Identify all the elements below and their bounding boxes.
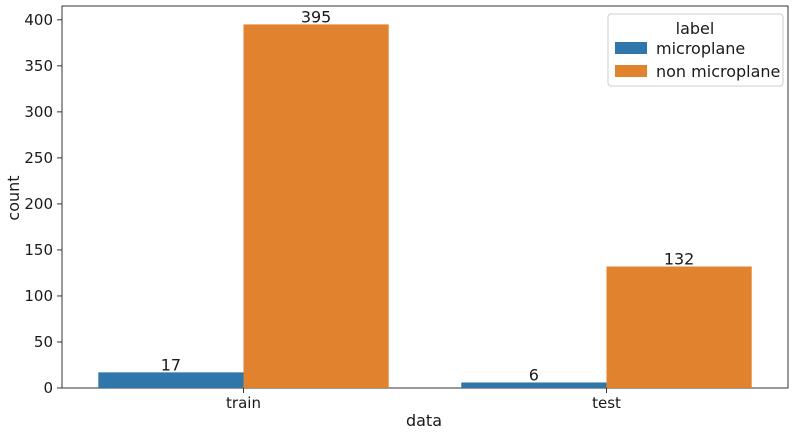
y-tick-label: 50 (34, 333, 53, 351)
legend-label-microplane: microplane (656, 39, 745, 58)
bars (98, 24, 752, 389)
y-tick-label: 300 (24, 103, 53, 121)
y-tick-label: 350 (24, 57, 53, 75)
y-axis: 0 50 100 150 200 250 300 350 400 (24, 11, 62, 397)
y-tick-label: 100 (24, 287, 53, 305)
bar-value-label: 6 (529, 365, 539, 384)
legend-title: label (676, 19, 715, 38)
y-tick-label: 150 (24, 241, 53, 259)
y-tick-label: 200 (24, 195, 53, 213)
legend-swatch-non-microplane (615, 65, 647, 77)
plot-area (61, 5, 789, 389)
y-tick-label: 400 (24, 11, 53, 29)
bar-microplane-test (461, 382, 607, 388)
bar-value-label: 132 (664, 249, 695, 268)
x-tick-label-train: train (226, 394, 261, 412)
bar-value-label: 17 (161, 355, 181, 374)
plot-frame (61, 5, 789, 389)
x-axis-label: data (406, 411, 442, 430)
bar-microplane-train (98, 372, 244, 388)
legend-box (607, 13, 784, 87)
x-axis: train test (226, 388, 621, 412)
y-tick-label: 250 (24, 149, 53, 167)
bar-labels: 17 395 6 132 (161, 7, 695, 384)
legend-label-non-microplane: non microplane (656, 62, 780, 81)
x-tick-label-test: test (592, 394, 621, 412)
bar-value-label: 395 (301, 7, 332, 26)
legend: label microplane non microplane (607, 13, 784, 87)
bar-non-microplane-train (243, 24, 389, 389)
y-tick-label: 0 (43, 379, 53, 397)
legend-swatch-microplane (615, 42, 647, 54)
bar-non-microplane-test (606, 266, 752, 388)
y-axis-label: count (4, 175, 23, 220)
